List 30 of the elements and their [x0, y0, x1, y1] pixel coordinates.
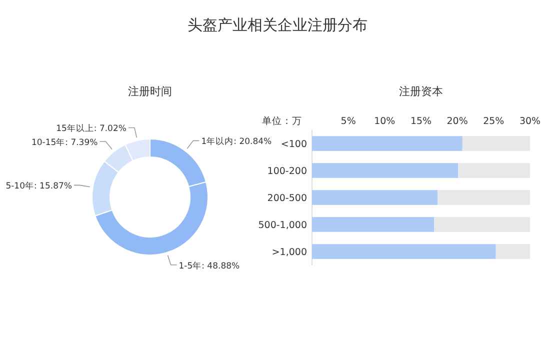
y-tick-label: 100-200: [267, 166, 307, 177]
slice-label: 5-10年: 15.87%: [6, 180, 72, 192]
y-tick-label: 200-500: [267, 193, 307, 204]
bar: [312, 190, 438, 205]
chart-title: 注册资本: [399, 85, 443, 98]
bar: [312, 217, 434, 232]
bar: [462, 136, 530, 151]
x-tick-label: 15%: [410, 116, 432, 127]
bar: [434, 217, 530, 232]
bar: [458, 163, 530, 178]
slice-label: 1年以内: 20.84%: [201, 136, 272, 148]
y-tick-label: >1,000: [272, 247, 307, 258]
chart-title: 头盔产业相关企业注册分布: [188, 16, 368, 34]
x-tick-label: 25%: [483, 116, 504, 127]
y-tick-label: <100: [280, 139, 307, 150]
x-tick-label: 5%: [340, 116, 356, 127]
chart-subtitle: 注册时间: [128, 85, 172, 98]
y-tick-label: 500-1,000: [258, 220, 307, 231]
y-axis-title: 单位：万: [262, 115, 302, 127]
x-tick-label: 30%: [519, 116, 541, 127]
bar: [438, 190, 530, 205]
slice-label: 10-15年: 7.39%: [31, 136, 98, 148]
bar: [496, 244, 530, 259]
slice-label: 15年以上: 7.02%: [56, 123, 126, 134]
bar: [312, 136, 462, 151]
x-tick-label: 20%: [446, 116, 468, 127]
bar: [312, 244, 496, 259]
slice-label: 1-5年: 48.88%: [178, 260, 240, 272]
x-tick-label: 10%: [374, 116, 396, 127]
bar: [312, 163, 458, 178]
